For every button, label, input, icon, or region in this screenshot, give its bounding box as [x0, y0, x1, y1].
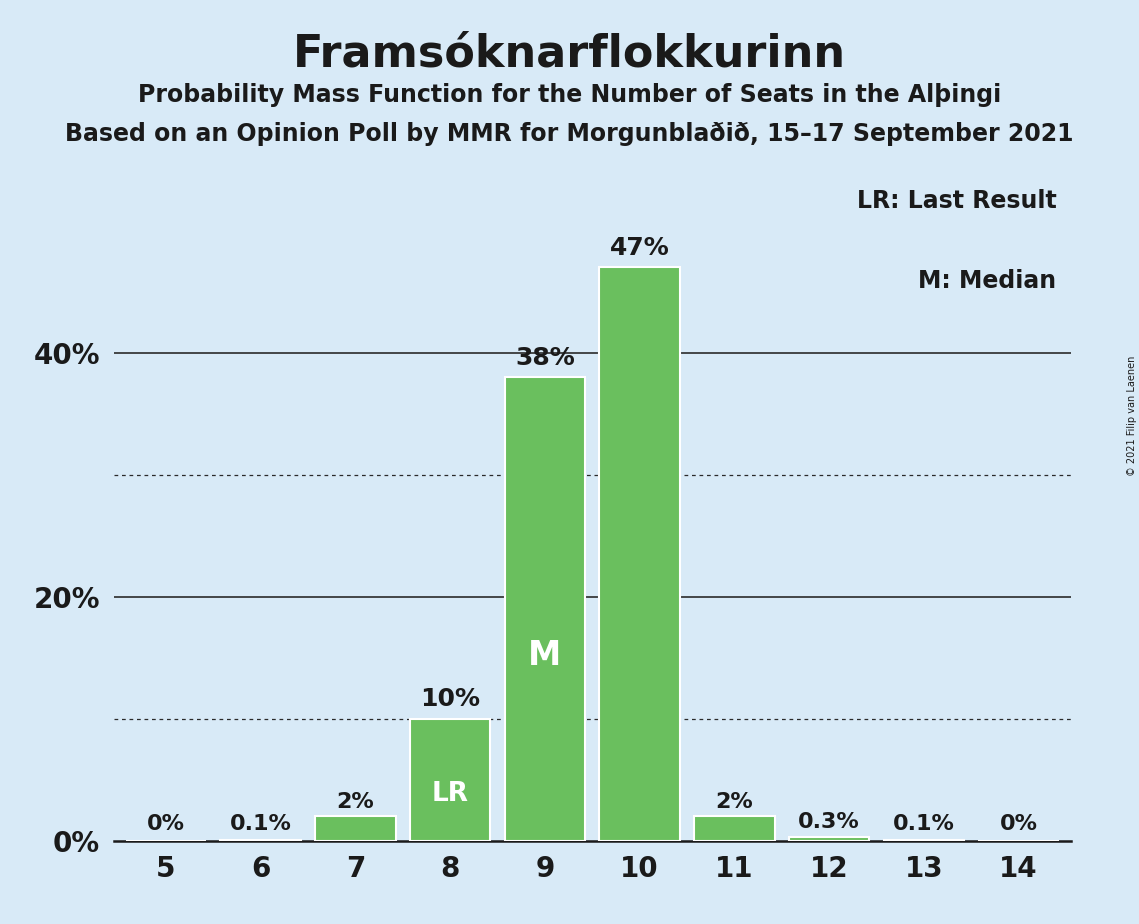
- Text: Based on an Opinion Poll by MMR for Morgunblaðið, 15–17 September 2021: Based on an Opinion Poll by MMR for Morg…: [65, 122, 1074, 146]
- Text: 0%: 0%: [1000, 813, 1038, 833]
- Text: 2%: 2%: [337, 792, 375, 811]
- Text: LR: Last Result: LR: Last Result: [857, 188, 1056, 213]
- Text: Probability Mass Function for the Number of Seats in the Alþingi: Probability Mass Function for the Number…: [138, 83, 1001, 107]
- Text: LR: LR: [432, 782, 468, 808]
- Bar: [410, 719, 491, 841]
- Text: 38%: 38%: [515, 346, 575, 370]
- Text: 47%: 47%: [609, 236, 670, 260]
- Bar: [221, 840, 301, 841]
- Bar: [884, 840, 964, 841]
- Bar: [316, 817, 395, 841]
- Text: 0.1%: 0.1%: [893, 813, 954, 833]
- Bar: [694, 817, 775, 841]
- Bar: [789, 837, 869, 841]
- Bar: [599, 267, 680, 841]
- Bar: [505, 377, 585, 841]
- Text: M: Median: M: Median: [918, 269, 1056, 293]
- Text: 0.1%: 0.1%: [230, 813, 292, 833]
- Text: Framsóknarflokkurinn: Framsóknarflokkurinn: [293, 32, 846, 76]
- Text: M: M: [528, 638, 562, 672]
- Text: 2%: 2%: [715, 792, 753, 811]
- Text: © 2021 Filip van Laenen: © 2021 Filip van Laenen: [1126, 356, 1137, 476]
- Text: 10%: 10%: [420, 687, 481, 711]
- Text: 0%: 0%: [147, 813, 185, 833]
- Text: 0.3%: 0.3%: [798, 812, 860, 833]
